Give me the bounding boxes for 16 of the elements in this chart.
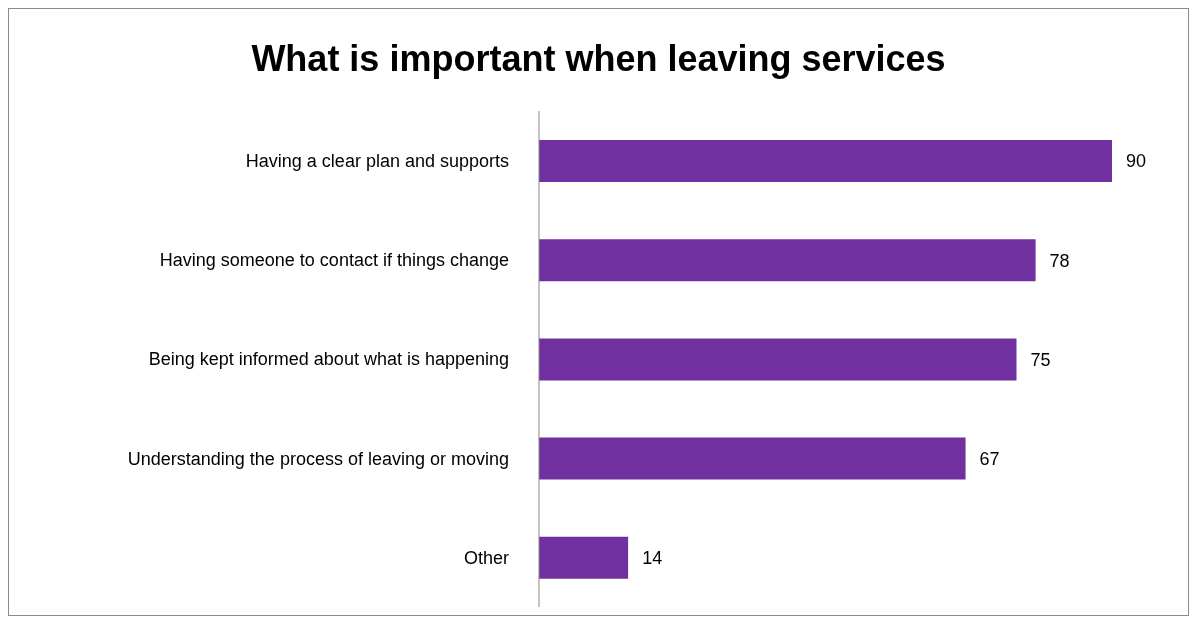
y-tick-label: Understanding the process of leaving or moving (127, 448, 509, 469)
bar (539, 536, 629, 579)
bar (539, 437, 966, 480)
data-label: 90 (1126, 151, 1147, 172)
chart-title: What is important when leaving services (250, 37, 947, 81)
data-label: 75 (1030, 349, 1051, 370)
y-tick-label: Having someone to contact if things change (159, 250, 509, 271)
data-label: 67 (979, 448, 1000, 469)
bar (539, 140, 1112, 182)
y-tick-label: Other (463, 547, 509, 568)
bar (539, 239, 1036, 282)
y-tick-label: Being kept informed about what is happening (148, 349, 509, 370)
bar (539, 338, 1017, 381)
data-label: 14 (642, 548, 663, 569)
data-label: 78 (1049, 250, 1070, 271)
y-tick-label: Having a clear plan and supports (245, 150, 509, 171)
